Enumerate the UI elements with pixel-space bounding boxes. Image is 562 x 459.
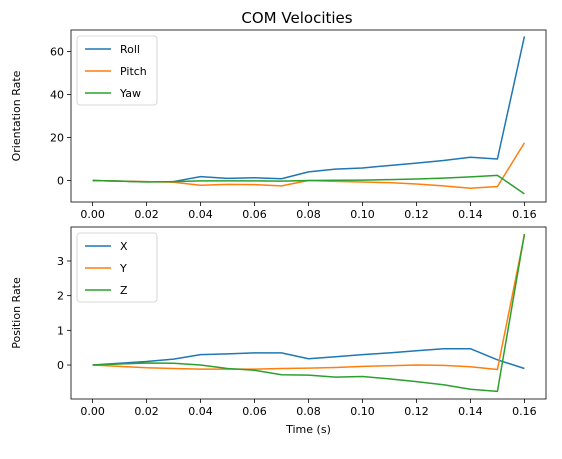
bottom-legend-box [76,232,158,303]
bottom-x-tick-label: 0.14 [458,405,483,418]
bottom-y-tick-label: 1 [57,324,64,337]
bottom-y-tick-label: 2 [57,290,64,303]
top-legend-label-roll: Roll [120,43,140,56]
top-x-tick-label: 0.02 [134,208,159,221]
bottom-series-y [92,234,526,371]
top-y-tick-label: 40 [50,89,64,102]
bottom-x-tick-label: 0.10 [350,405,375,418]
bottom-legend: XYZ [76,232,158,303]
bottom-legend-label-x: X [120,240,128,253]
bottom-x-tick-label: 0.08 [296,405,321,418]
top-x-tick-label: 0.04 [188,208,213,221]
bottom-legend-label-y: Y [119,262,127,275]
top-x-tick-label: 0.00 [80,208,105,221]
figure-title: COM Velocities [241,9,352,27]
bottom-y-tick-label: 3 [57,255,64,268]
top-series-yaw [92,174,525,195]
bottom-x-axis-label: Time (s) [285,423,331,436]
top-y-tick-label: 20 [50,132,64,145]
bottom-y-tick-label: 0 [57,359,64,372]
bottom-x-tick-label: 0.06 [242,405,267,418]
bottom-x-tick-label: 0.02 [134,405,159,418]
top-y-tick-label: 0 [57,175,64,188]
top-legend-label-yaw: Yaw [119,87,141,100]
top-y-tick-label: 60 [50,46,64,59]
top-legend-label-pitch: Pitch [120,65,147,78]
top-x-tick-label: 0.10 [350,208,375,221]
top-x-tick-label: 0.16 [512,208,537,221]
bottom-y-axis-label: Position Rate [10,277,23,349]
bottom-x-tick-label: 0.12 [404,405,429,418]
bottom-chart: 0.00 0.02 0.04 0.06 0.08 0.10 0.12 0.14 0.16 0 1 2 3… [10,226,547,436]
bottom-series-x [92,347,525,370]
top-x-tick-label: 0.14 [458,208,483,221]
top-x-tick-label: 0.06 [242,208,267,221]
top-x-tick-label: 0.12 [404,208,429,221]
bottom-series-z [92,233,526,393]
bottom-x-tick-label: 0.16 [512,405,537,418]
bottom-x-tick-label: 0.00 [80,405,105,418]
top-y-axis-label: Orientation Rate [10,70,23,161]
top-x-tick-label: 0.08 [296,208,321,221]
top-chart: 0.00 0.02 0.04 0.06 0.08 0.10 0.12 0.14 0.16 0 20 4… [10,29,547,221]
bottom-legend-label-z: Z [120,284,128,297]
bottom-x-tick-label: 0.04 [188,405,213,418]
top-legend: Roll Pitch Yaw [76,35,158,106]
top-legend-box [76,35,158,106]
